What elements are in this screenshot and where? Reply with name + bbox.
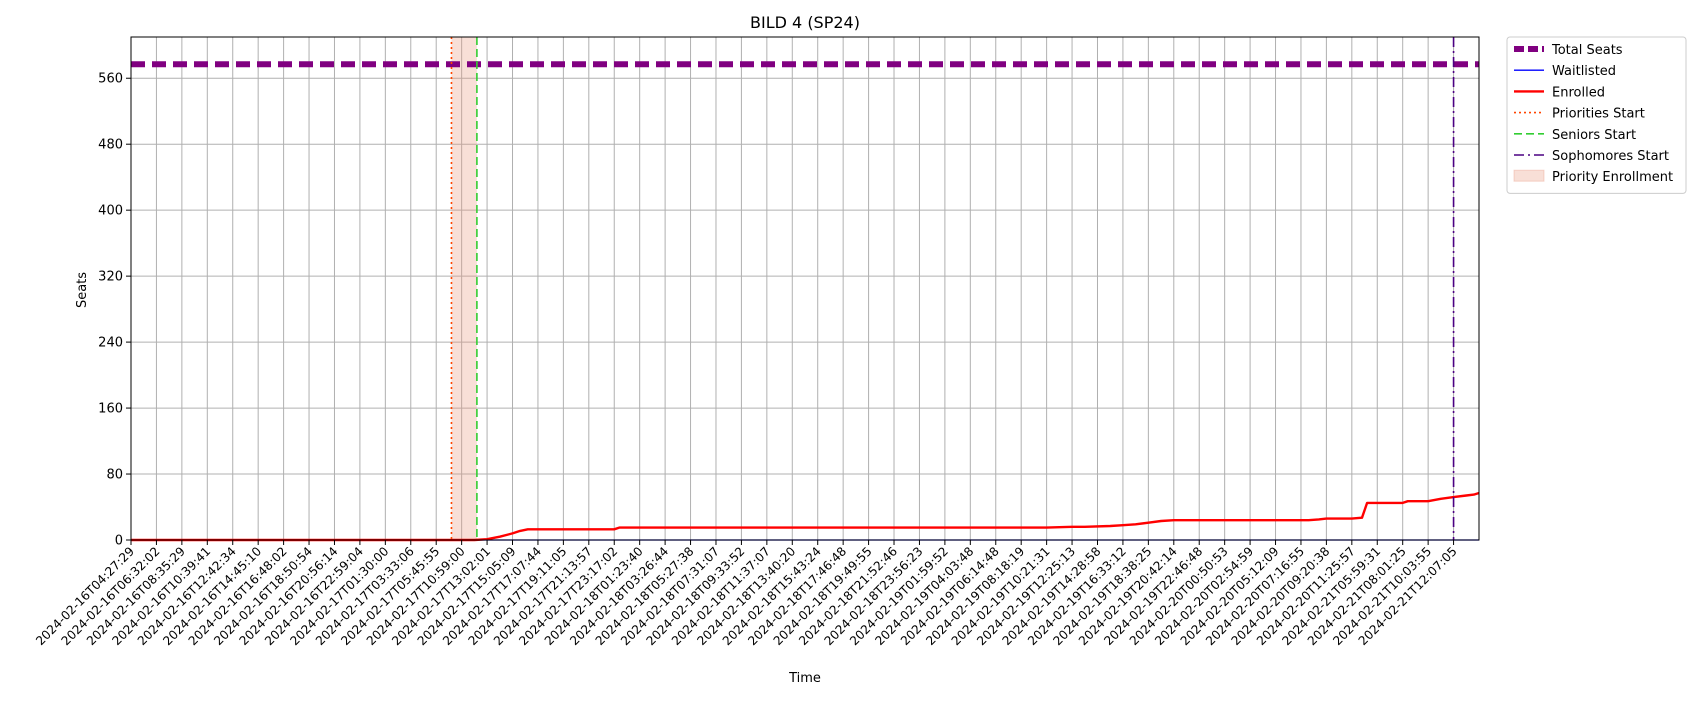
x-axis-label: Time xyxy=(788,671,821,686)
plot-frame xyxy=(130,36,1480,541)
grid xyxy=(130,37,1479,541)
y-tick-label: 0 xyxy=(115,534,123,549)
priority-enrollment-span xyxy=(451,37,477,540)
y-tick-label: 320 xyxy=(98,270,123,285)
chart-title: BILD 4 (SP24) xyxy=(750,13,860,32)
y-tick-label: 480 xyxy=(98,138,123,153)
legend-label: Seniors Start xyxy=(1552,128,1636,143)
y-tick-label: 400 xyxy=(98,204,123,219)
vline-layer xyxy=(450,37,1455,540)
span-layer xyxy=(451,37,477,540)
y-tick-label: 560 xyxy=(98,72,123,87)
y-tick-label: 160 xyxy=(98,402,123,417)
legend-swatch xyxy=(1513,169,1545,182)
legend-frame xyxy=(1506,36,1687,194)
y-axis-label: Seats xyxy=(75,272,90,308)
legend-label: Priorities Start xyxy=(1552,107,1645,122)
legend-label: Enrolled xyxy=(1552,85,1605,100)
axes: 0801602403204004805602024-02-16T04:27:29… xyxy=(33,36,1480,648)
series-layer xyxy=(131,61,1480,542)
legend-label: Priority Enrollment xyxy=(1552,170,1673,185)
legend: Total Seats Waitlisted Enrolled Priorities … xyxy=(1506,36,1687,194)
y-tick-label: 80 xyxy=(106,468,123,483)
legend-label: Total Seats xyxy=(1551,43,1623,58)
legend-label: Waitlisted xyxy=(1552,64,1616,79)
legend-label: Sophomores Start xyxy=(1552,149,1669,164)
series-enrolled xyxy=(131,491,1480,542)
y-tick-label: 240 xyxy=(98,336,123,351)
